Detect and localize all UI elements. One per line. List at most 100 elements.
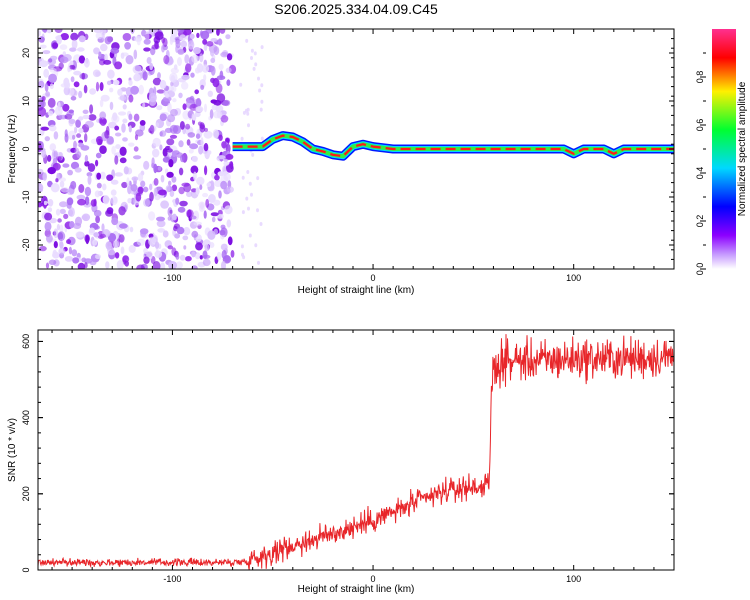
noise-speck [187, 132, 196, 138]
noise-speck [38, 201, 43, 208]
noise-speck [224, 254, 230, 262]
noise-speck [104, 130, 110, 139]
noise-speck [179, 200, 188, 207]
noise-speck [120, 246, 125, 255]
noise-speck [93, 47, 100, 55]
noise-speck [104, 36, 112, 45]
noise-speck [195, 187, 200, 195]
noise-speck [152, 77, 162, 86]
noise-speck [59, 177, 66, 182]
noise-speck [226, 53, 233, 61]
noise-speck [137, 172, 144, 182]
noise-speck [163, 55, 170, 65]
noise-speck [95, 81, 100, 92]
noise-speck [194, 89, 199, 95]
noise-speck [73, 70, 82, 76]
noise-speck [84, 133, 88, 143]
noise-speck [122, 255, 130, 263]
noise-speck [241, 210, 245, 215]
noise-speck [125, 55, 134, 65]
noise-speck [128, 79, 133, 86]
noise-speck [202, 39, 208, 45]
noise-speck [68, 246, 72, 255]
noise-speck [39, 60, 49, 68]
noise-speck [103, 59, 112, 65]
noise-speck [96, 172, 102, 180]
noise-speck [38, 36, 45, 43]
noise-speck [191, 155, 198, 163]
noise-speck [168, 180, 172, 186]
noise-speck [220, 180, 228, 190]
noise-speck [47, 97, 56, 108]
noise-speck [195, 97, 202, 108]
noise-speck [99, 99, 104, 108]
noise-speck [260, 136, 264, 141]
noise-speck [48, 259, 57, 266]
noise-speck [250, 48, 254, 53]
noise-speck [166, 148, 173, 153]
noise-speck [52, 42, 58, 49]
noise-speck [210, 99, 218, 104]
noise-speck [246, 111, 250, 116]
noise-speck [246, 107, 250, 112]
noise-speck [70, 180, 77, 190]
noise-speck [76, 47, 85, 52]
noise-speck [131, 176, 139, 181]
noise-speck [221, 260, 226, 269]
noise-speck [114, 252, 120, 259]
noise-speck [45, 234, 53, 243]
noise-speck [169, 190, 175, 197]
noise-speck [254, 62, 258, 67]
noise-speck [114, 132, 122, 137]
noise-speck [202, 192, 209, 198]
noise-speck [90, 199, 97, 207]
noise-speck [178, 186, 185, 195]
noise-speck [160, 200, 170, 209]
noise-speck [154, 241, 160, 249]
noise-speck [204, 244, 210, 252]
colorbar-tick-label: 0.2 [695, 215, 705, 228]
noise-speck [92, 69, 101, 78]
noise-speck [149, 124, 155, 135]
noise-speck [189, 215, 197, 220]
noise-speck [142, 102, 146, 109]
noise-speck [153, 178, 159, 186]
noise-speck [190, 72, 195, 78]
noise-speck [54, 29, 63, 33]
noise-speck [193, 171, 197, 181]
y-tick-label: 0 [21, 567, 31, 572]
noise-speck [166, 138, 175, 146]
noise-speck [47, 154, 52, 162]
noise-speck [191, 113, 196, 121]
noise-speck [143, 47, 151, 52]
noise-speck [123, 166, 129, 175]
noise-speck [57, 101, 61, 112]
noise-speck [170, 108, 178, 117]
noise-speck [73, 140, 77, 150]
colorbar-gradient [712, 29, 736, 269]
noise-speck [100, 94, 110, 102]
noise-speck [104, 53, 108, 62]
y-tick-label: 0 [21, 146, 31, 151]
noise-speck [220, 115, 229, 123]
noise-speck [230, 250, 235, 258]
noise-speck [38, 183, 44, 193]
snr-ylabel: SNR (10 * v/v) [7, 418, 18, 482]
noise-speck [95, 32, 103, 40]
noise-speck [220, 243, 228, 251]
noise-speck [180, 154, 185, 163]
noise-speck [207, 90, 213, 98]
noise-speck [166, 114, 176, 123]
noise-speck [164, 168, 169, 174]
noise-speck [48, 73, 57, 84]
noise-speck [71, 249, 78, 257]
noise-speck [42, 50, 51, 55]
noise-speck [130, 184, 138, 192]
noise-speck [93, 232, 100, 238]
noise-speck [226, 186, 234, 193]
noise-speck [250, 56, 253, 60]
noise-speck [252, 66, 256, 71]
noise-speck [259, 222, 263, 226]
noise-speck [160, 174, 165, 183]
noise-speck [84, 196, 90, 206]
